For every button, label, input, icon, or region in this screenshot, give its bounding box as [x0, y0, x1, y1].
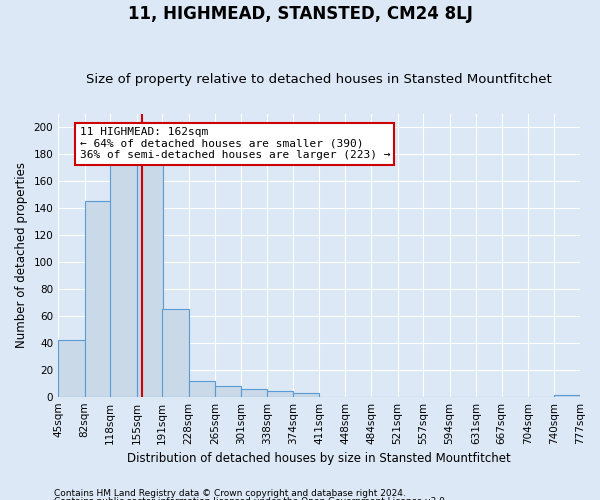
Bar: [110, 138, 137, 396]
Bar: [162, 309, 188, 396]
Y-axis label: Number of detached properties: Number of detached properties: [15, 162, 28, 348]
Bar: [137, 138, 163, 396]
Bar: [188, 380, 215, 396]
Bar: [293, 392, 319, 396]
Bar: [267, 392, 293, 396]
Text: 11, HIGHMEAD, STANSTED, CM24 8LJ: 11, HIGHMEAD, STANSTED, CM24 8LJ: [128, 5, 472, 23]
Bar: [85, 201, 111, 396]
Bar: [215, 386, 241, 396]
Title: Size of property relative to detached houses in Stansted Mountfitchet: Size of property relative to detached ho…: [86, 73, 552, 86]
Text: 11 HIGHMEAD: 162sqm
← 64% of detached houses are smaller (390)
36% of semi-detac: 11 HIGHMEAD: 162sqm ← 64% of detached ho…: [80, 127, 390, 160]
Bar: [58, 340, 85, 396]
Bar: [241, 388, 267, 396]
X-axis label: Distribution of detached houses by size in Stansted Mountfitchet: Distribution of detached houses by size …: [127, 452, 511, 465]
Text: Contains public sector information licensed under the Open Government Licence v3: Contains public sector information licen…: [54, 497, 448, 500]
Text: Contains HM Land Registry data © Crown copyright and database right 2024.: Contains HM Land Registry data © Crown c…: [54, 488, 406, 498]
